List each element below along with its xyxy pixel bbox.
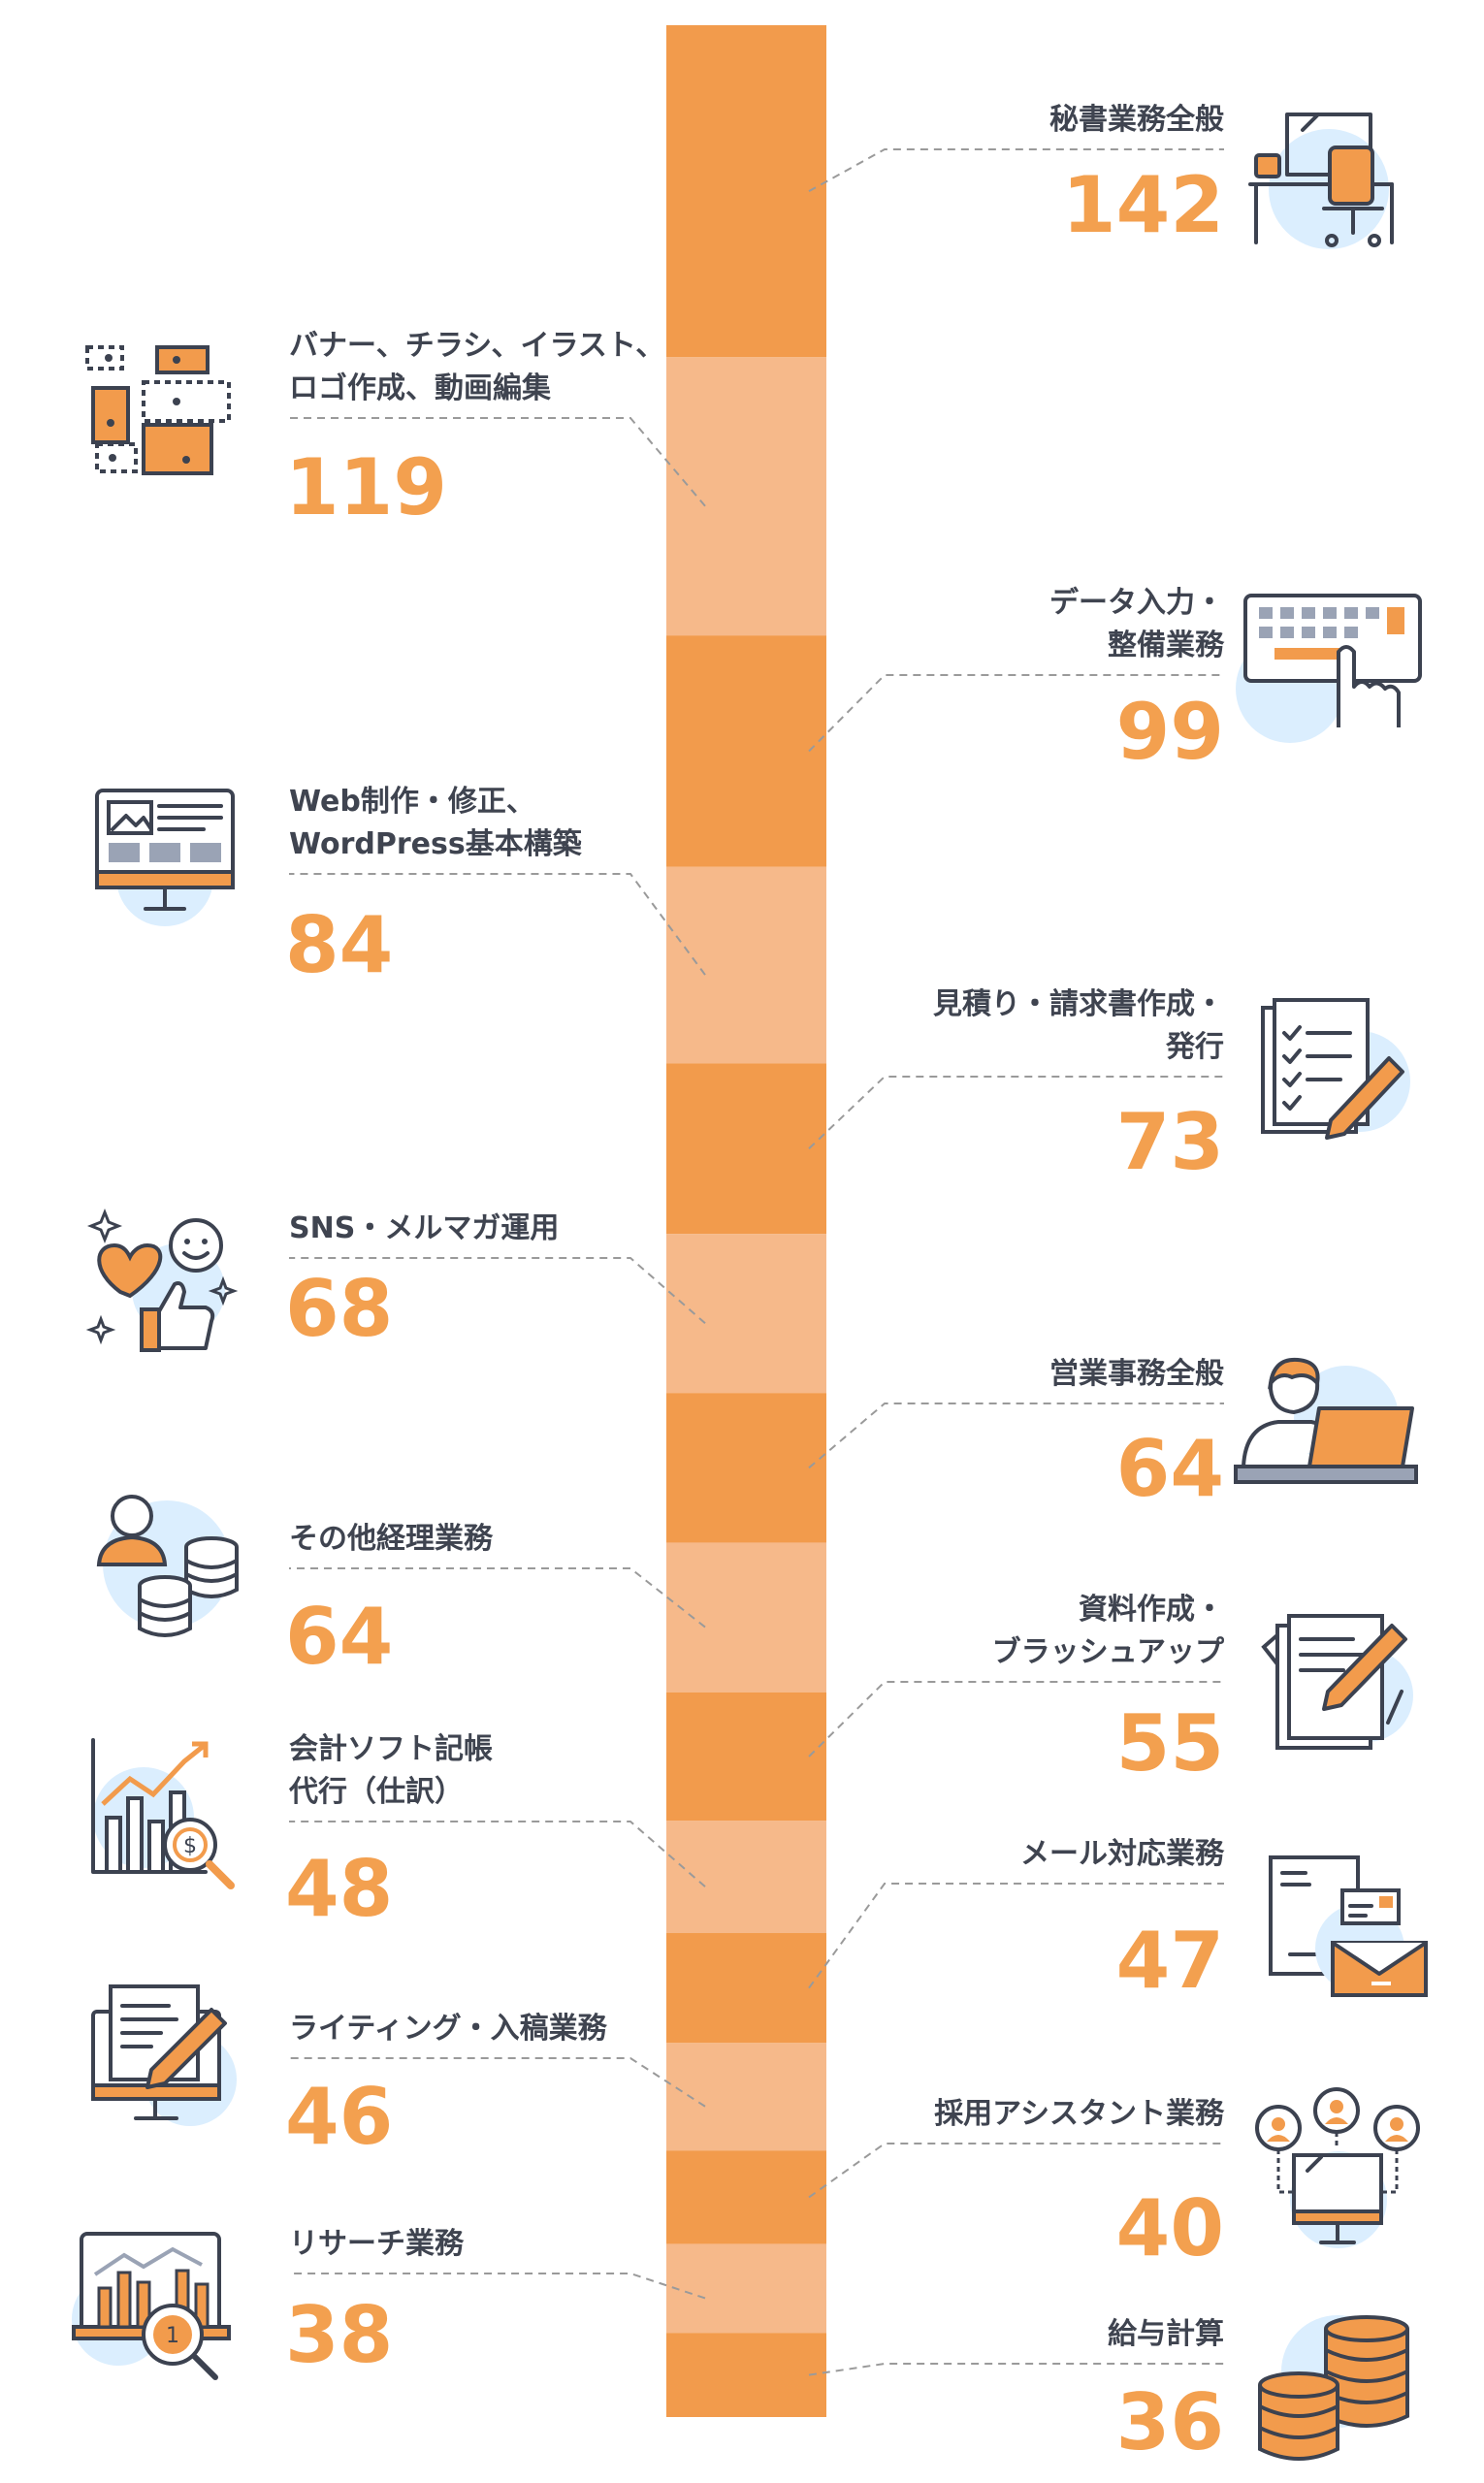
- leader-line: [808, 1681, 1224, 1757]
- leader-line: [808, 2143, 1224, 2199]
- category-label: Web制作・修正、 WordPress基本構築: [289, 785, 582, 861]
- bar-segment: [666, 25, 826, 358]
- value-label: 68: [285, 1264, 394, 1354]
- bar-segments: [666, 25, 826, 2417]
- leader-line: [808, 2363, 1224, 2376]
- bar-segment: [666, 2243, 826, 2334]
- category-label: 見積り・請求書作成・ 発行: [933, 987, 1224, 1064]
- bar-segment: [666, 1063, 826, 1235]
- category-label: その他経理業務: [289, 1522, 493, 1556]
- value-label: 84: [285, 900, 394, 990]
- leader-line: [808, 1076, 1224, 1149]
- bar-segment: [666, 1821, 826, 1934]
- value-label: 64: [1115, 1424, 1224, 1514]
- leader-line: [289, 1567, 706, 1628]
- bar-segment: [666, 866, 826, 1064]
- value-label: 48: [285, 1844, 394, 1934]
- value-label: 64: [285, 1592, 394, 1682]
- chart-magnifier-dollar-icon: $: [91, 1738, 235, 1889]
- value-label: 142: [1062, 160, 1224, 250]
- layout-design-icon: [85, 345, 231, 475]
- leader-lines: [289, 148, 1224, 2376]
- bar-segment: [666, 635, 826, 867]
- value-label: 73: [1115, 1097, 1224, 1187]
- svg-text:1: 1: [166, 2324, 179, 2348]
- category-label: 秘書業務全般: [1049, 103, 1224, 137]
- category-label: 会計ソフト記帳 代行（仕訳）: [289, 1732, 493, 1809]
- bar-segment: [666, 1234, 826, 1394]
- monitor-writing-icon: [91, 1984, 237, 2126]
- bar-segment: [666, 1542, 826, 1693]
- recruitment-network-icon: [1255, 2087, 1420, 2248]
- leader-line: [808, 148, 1224, 193]
- value-label: 119: [285, 442, 447, 532]
- category-label: データ入力・ 整備業務: [1049, 586, 1224, 662]
- category-label: バナー、チラシ、イラスト、 ロゴ作成、動画編集: [289, 329, 665, 405]
- value-label: 38: [285, 2290, 394, 2380]
- leader-line: [289, 1257, 706, 1324]
- value-label: 99: [1115, 687, 1224, 777]
- leader-line: [289, 417, 706, 507]
- category-label: ライティング・入稿業務: [289, 2012, 607, 2046]
- keyboard-typing-icon: [1236, 594, 1422, 743]
- category-label: 営業事務全般: [1049, 1357, 1224, 1391]
- person-coins-icon: [96, 1495, 239, 1637]
- mail-envelope-icon: [1269, 1855, 1428, 1997]
- category-label: 給与計算: [1108, 2317, 1224, 2351]
- coin-stacks-icon: [1258, 2315, 1409, 2461]
- category-label: 資料作成・ ブラッシュアップ: [991, 1593, 1224, 1669]
- bar-segment: [666, 1692, 826, 1822]
- research-chart-icon: 1: [72, 2232, 231, 2380]
- category-label: SNS・メルマガ運用: [289, 1211, 560, 1245]
- leader-line: [289, 2057, 706, 2108]
- category-label: 採用アシスタント業務: [934, 2097, 1224, 2131]
- checklist-pen-icon: [1261, 998, 1410, 1140]
- icons: $1: [72, 113, 1428, 2461]
- person-laptop-icon: [1234, 1357, 1418, 1484]
- web-monitor-icon: [95, 789, 235, 926]
- bar-segment: [666, 2043, 826, 2151]
- social-like-icon: [85, 1208, 239, 1352]
- leader-line: [808, 1403, 1224, 1469]
- document-pen-icon: [1261, 1614, 1413, 1750]
- value-label: 55: [1115, 1698, 1224, 1789]
- leader-line: [289, 1821, 706, 1887]
- leader-line: [289, 873, 706, 976]
- value-label: 47: [1115, 1916, 1224, 2006]
- bar-segment: [666, 2150, 826, 2244]
- leader-line: [289, 2273, 706, 2300]
- value-label: 40: [1115, 2183, 1224, 2273]
- category-label: メール対応業務: [1020, 1837, 1224, 1871]
- value-label: 36: [1115, 2377, 1224, 2467]
- office-desk-icon: [1248, 113, 1394, 249]
- svg-text:$: $: [183, 1834, 197, 1858]
- bar-segment: [666, 1933, 826, 2044]
- value-label: 46: [285, 2072, 394, 2162]
- leader-line: [808, 1883, 1224, 1989]
- bar-segment: [666, 2333, 826, 2417]
- bar-segment: [666, 1393, 826, 1543]
- category-label: リサーチ業務: [289, 2227, 464, 2261]
- bar-segment: [666, 357, 826, 636]
- leader-line: [808, 674, 1224, 753]
